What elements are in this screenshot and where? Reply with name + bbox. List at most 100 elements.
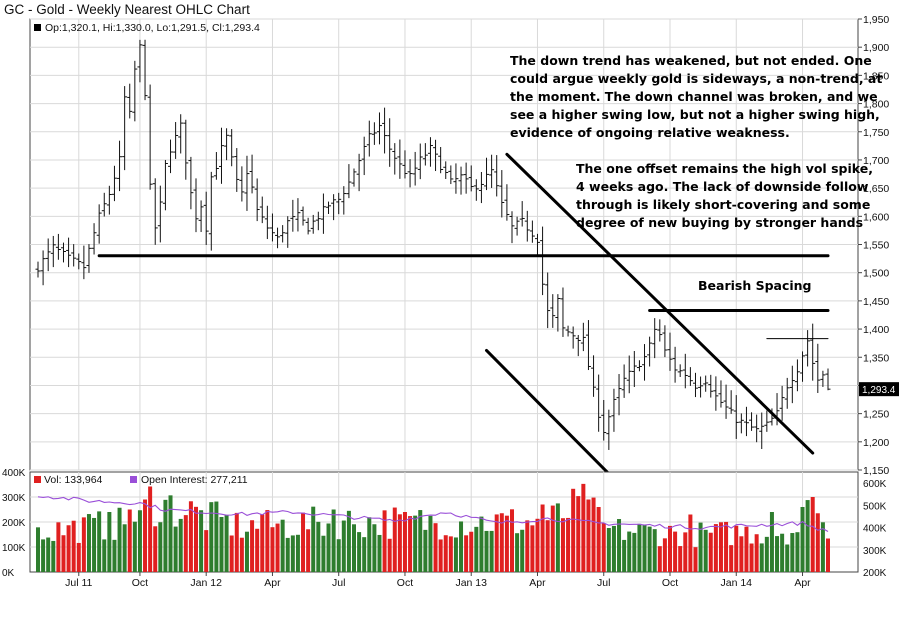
volume-bar [805,500,810,572]
volume-bar [341,520,346,572]
quote-marker-icon [34,24,41,31]
price-tick-label: 1,750 [863,127,889,139]
chart-title: GC - Gold - Weekly Nearest OHLC Chart [4,2,250,17]
ohlc-bar [137,39,143,83]
ohlc-bar [494,155,500,197]
annotation-line: the moment. The down channel was broken,… [510,89,878,104]
trendlines [97,152,830,537]
volume-bar [617,519,622,572]
ohlc-bar [320,193,326,234]
ohlc-bar [565,325,571,337]
volume-bar [301,512,306,572]
oi-tick-label: 500K [863,501,887,512]
volume-bar [815,513,820,572]
volume-bar [71,520,76,572]
volume-bar [622,539,627,572]
ohlc-bar [336,192,342,215]
volume-bar [316,521,321,572]
ohlc-bar [356,153,362,192]
volume-bar [769,512,774,572]
volume-bar [199,510,204,572]
volume-bar [515,533,520,572]
ohlc-bar [575,334,581,357]
ohlc-bar [800,351,806,382]
price-tick-label: 1,550 [863,240,889,252]
ohlc-bar [524,210,530,242]
ohlc-bar [183,119,189,180]
ohlc-bar [438,147,444,174]
open-interest-line [37,496,829,532]
ohlc-bar [550,294,556,328]
volume-bar [260,514,265,572]
volume-bar [637,523,642,572]
volume-bar [311,506,316,572]
volume-bar [178,518,183,572]
ohlc-bar [361,136,367,176]
vol-tick-label: 400K [2,468,26,479]
volume-bar [153,526,158,572]
volume-bar [382,510,387,572]
ohlc-bar [376,112,382,145]
ohlc-bar [193,178,199,233]
volume-bar [504,515,509,572]
ohlc-bar [611,388,617,432]
volume-bar [596,507,601,572]
ohlc-bar [642,344,648,381]
ohlc-bar [132,60,138,122]
volume-axis: 400K 300K 200K 100K 0K [2,468,26,579]
ohlc-bar [382,107,388,154]
annotation-paragraph-1: The down trend has weakened, but not end… [510,53,887,140]
price-tick-label: 1,150 [863,465,889,477]
ohlc-bar [478,171,484,204]
oi-tick-label: 400K [863,524,887,535]
ohlc-bar [275,227,281,249]
ohlc-bar [96,204,102,244]
ohlc-bar [529,220,535,243]
volume-bar [525,520,530,572]
ohlc-bar [652,318,658,359]
ohlc-bar [534,233,540,255]
x-tick-label: Oct [132,577,148,589]
volume-bar [148,486,153,572]
volume-bar [540,504,545,572]
ohlc-bar [142,39,148,101]
price-tick-label: 1,600 [863,211,889,223]
price-grid [30,18,858,471]
ohlc-bar [55,233,61,260]
volume-bar [81,517,86,572]
volume-bar [555,503,560,572]
volume-bar [36,527,40,572]
volume-bar [545,520,550,572]
ohlc-bar [596,374,602,432]
oi-tick-label: 300K [863,546,887,557]
ohlc-bar [687,367,693,386]
ohlc-bar [728,390,734,414]
ohlc-bar [703,375,709,392]
x-tick-label: Jan 14 [720,577,752,589]
volume-bar [683,532,688,572]
vol-legend-swatch [34,476,41,483]
volume-bar [744,526,749,572]
ohlc-bar [672,346,678,383]
ohlc-bar [397,139,403,179]
volume-bar [428,515,433,572]
volume-bar [464,535,469,572]
volume-bar [749,543,754,572]
volume-bar [209,502,214,572]
quote-text: Op:1,320.1, Hi:1,330.0, Lo:1,291.5, Cl:1… [45,22,260,34]
volume-bar [479,516,484,572]
volume-bar [285,537,290,572]
ohlc-bar [499,170,505,218]
volume-bar [295,534,300,572]
annotation-line: 4 weeks ago. The lack of downside follow [576,179,869,194]
ohlc-bar [45,238,51,272]
volume-bar [530,525,535,572]
price-tick-label: 1,650 [863,183,889,195]
volume-bar [41,539,46,572]
ohlc-bar [606,409,612,450]
ohlc-bar [764,410,770,432]
volume-bar [112,539,117,572]
ohlc-bar [677,364,683,377]
